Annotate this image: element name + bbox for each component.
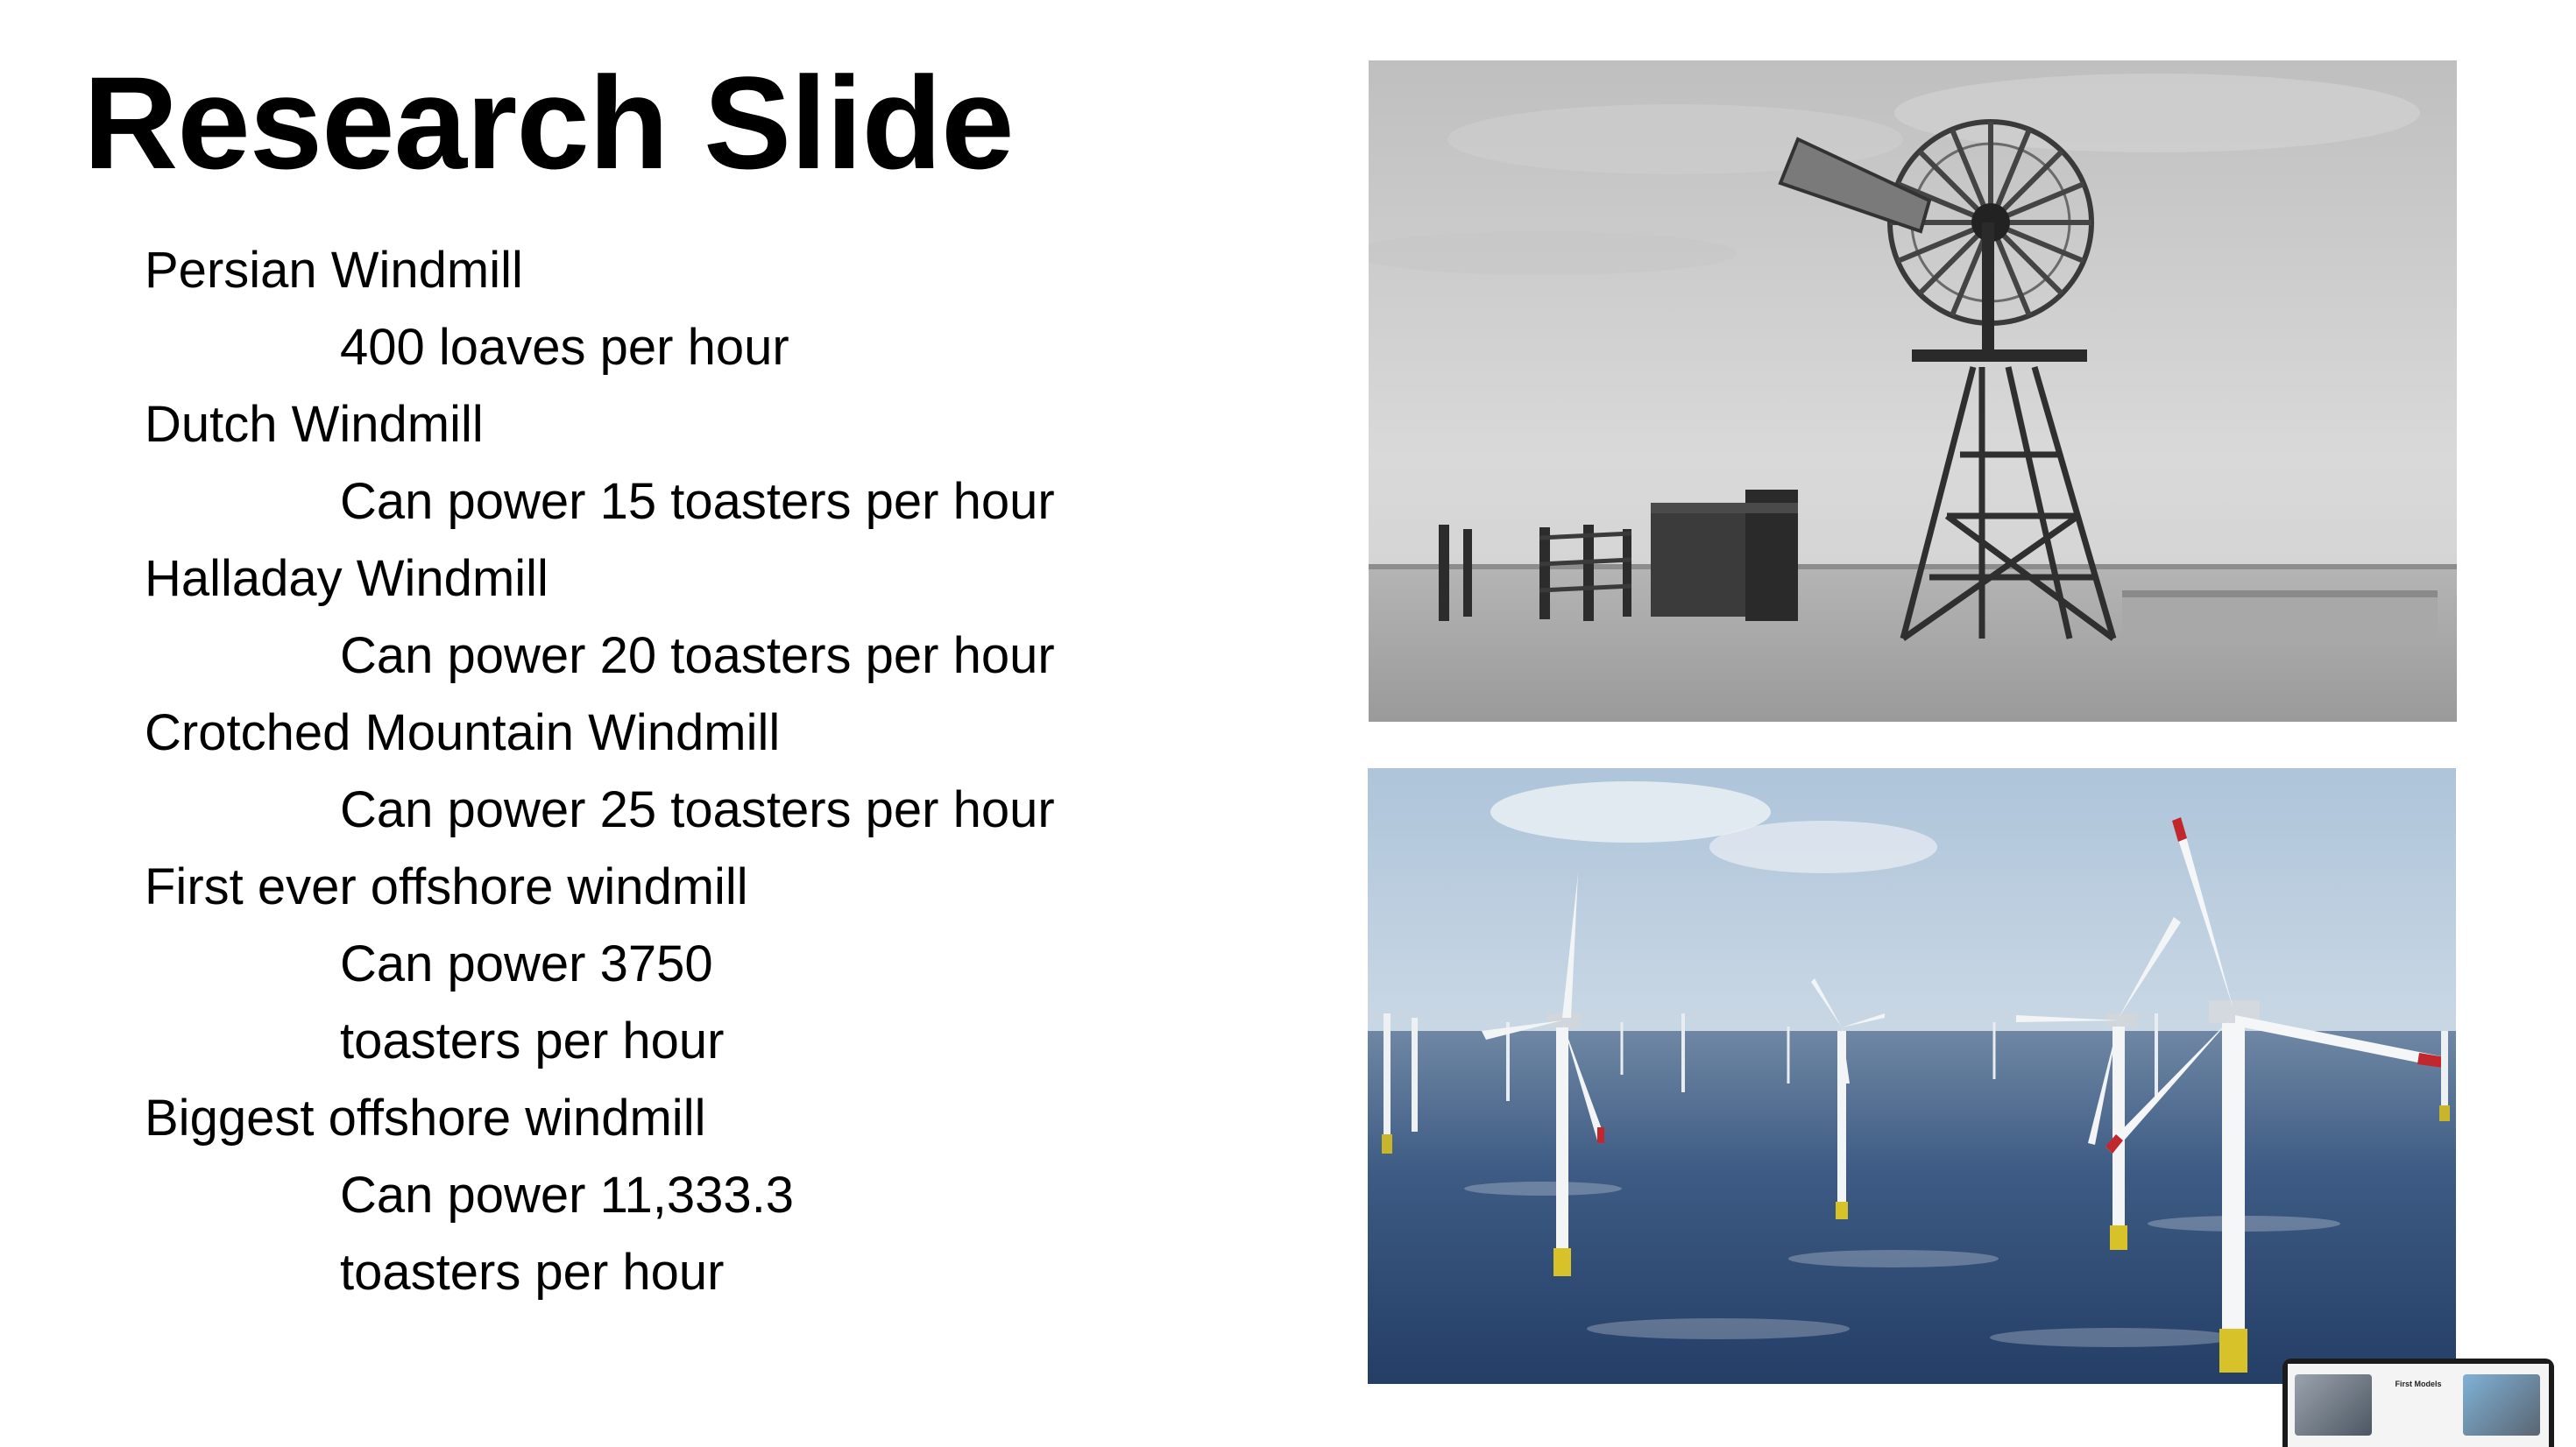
bullet-biggest-offshore-windmill: Biggest offshore windmill xyxy=(145,1090,706,1147)
bullet-list: Persian Windmill 400 loaves per hour Dut… xyxy=(145,232,1091,1311)
bullet-dutch-windmill: Dutch Windmill xyxy=(145,396,484,453)
bullet-halladay-windmill: Halladay Windmill xyxy=(145,550,548,607)
bullet-crotched-mountain-windmill: Crotched Mountain Windmill xyxy=(145,704,781,761)
old-windmill-illustration xyxy=(1369,60,2457,722)
bullet-dutch-windmill-detail: Can power 15 toasters per hour xyxy=(340,473,1055,530)
offshore-wind-farm-photo xyxy=(1368,768,2456,1384)
bullet-first-offshore-windmill: First ever offshore windmill xyxy=(145,858,748,915)
bullet-persian-windmill: Persian Windmill xyxy=(145,242,523,299)
bullet-halladay-windmill-detail: Can power 20 toasters per hour xyxy=(340,627,1055,684)
thumbnail-title: First Models xyxy=(2395,1380,2442,1388)
old-windmill-photo xyxy=(1369,60,2457,722)
slide-thumbnail-preview[interactable]: First Models xyxy=(2282,1359,2554,1447)
thumbnail-image-left xyxy=(2295,1374,2372,1436)
bullet-first-offshore-windmill-detail: Can power 3750 toasters per hour xyxy=(340,935,725,1069)
bullet-persian-windmill-detail: 400 loaves per hour xyxy=(340,319,789,376)
offshore-wind-farm-illustration xyxy=(1368,768,2456,1384)
thumbnail-image-right xyxy=(2463,1374,2540,1436)
bullet-biggest-offshore-windmill-detail: Can power 11,333.3 toasters per hour xyxy=(340,1167,795,1301)
bullet-crotched-mountain-windmill-detail: Can power 25 toasters per hour xyxy=(340,781,1055,838)
thumbnail-content: First Models xyxy=(2288,1364,2549,1447)
slide-title: Research Slide xyxy=(83,49,1015,196)
